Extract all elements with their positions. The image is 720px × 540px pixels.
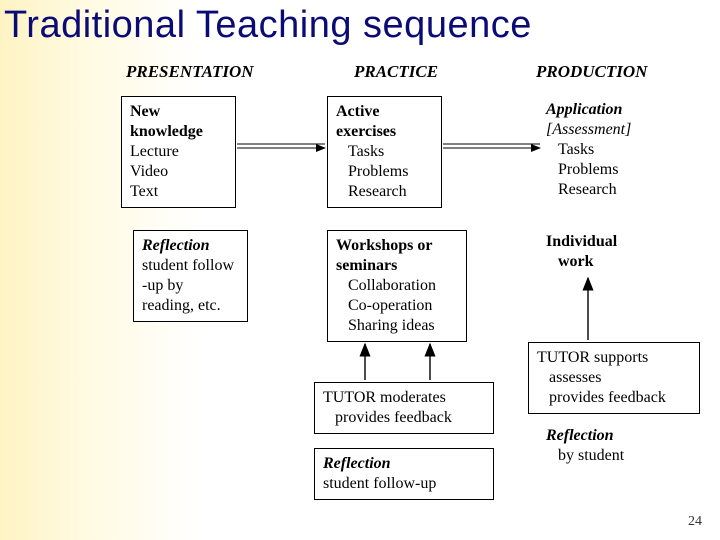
box-reflection-presentation: Reflection student follow -up by reading…	[133, 230, 248, 322]
ws-l2: seminars	[336, 257, 397, 274]
rpd-l1: by student	[546, 446, 624, 466]
nk-l5: Text	[130, 183, 158, 200]
box-tutor-moderates: TUTOR moderates provides feedback	[314, 382, 494, 434]
rpr-l1: student follow-up	[323, 475, 436, 492]
nk-l1: New	[130, 103, 160, 120]
col-header-production: PRODUCTION	[536, 62, 647, 82]
col-header-presentation: PRESENTATION	[126, 62, 254, 82]
box-workshops: Workshops or seminars Collaboration Co-o…	[327, 230, 467, 342]
box-tutor-supports: TUTOR supports assesses provides feedbac…	[528, 342, 700, 414]
ap-sub: [Assessment]	[546, 121, 631, 138]
ae-l2: exercises	[336, 123, 396, 140]
nk-l4: Video	[130, 163, 168, 180]
box-reflection-practice: Reflection student follow-up	[314, 448, 494, 500]
page-title: Traditional Teaching sequence	[4, 4, 532, 47]
ae-i3: Research	[336, 182, 433, 202]
ap-i1: Tasks	[546, 140, 631, 160]
ws-i1: Collaboration	[336, 276, 458, 296]
box-individual-work: Individual work	[546, 232, 617, 272]
nk-l3: Lecture	[130, 143, 179, 160]
rp-l1: student follow	[142, 257, 234, 274]
iw-l2: work	[546, 252, 617, 272]
box-reflection-production: Reflection by student	[546, 426, 624, 466]
ws-i2: Co-operation	[336, 296, 458, 316]
nk-l2: knowledge	[130, 123, 203, 140]
iw-l1: Individual	[546, 233, 617, 250]
ae-i2: Problems	[336, 162, 433, 182]
rp-l3: reading, etc.	[142, 297, 221, 314]
box-application: Application [Assessment] Tasks Problems …	[546, 100, 631, 200]
rpd-title: Reflection	[546, 427, 614, 444]
box-new-knowledge: New knowledge Lecture Video Text	[121, 96, 236, 208]
ap-i2: Problems	[546, 160, 631, 180]
rp-l2: -up by	[142, 277, 183, 294]
tm-l2: provides feedback	[323, 408, 485, 428]
page-number: 24	[688, 514, 702, 530]
ae-i1: Tasks	[336, 142, 433, 162]
ts-i1: assesses	[537, 368, 691, 388]
rpr-title: Reflection	[323, 455, 391, 472]
box-active-exercises: Active exercises Tasks Problems Research	[327, 96, 442, 208]
ae-l1: Active	[336, 103, 380, 120]
tm-l1: TUTOR moderates	[323, 389, 446, 406]
ap-i3: Research	[546, 180, 631, 200]
ws-l1: Workshops or	[336, 237, 432, 254]
ap-title: Application	[546, 101, 622, 118]
rp-title: Reflection	[142, 237, 210, 254]
col-header-practice: PRACTICE	[354, 62, 438, 82]
ws-i3: Sharing ideas	[336, 316, 458, 336]
ts-i2: provides feedback	[537, 388, 691, 408]
ts-l1: TUTOR supports	[537, 349, 648, 366]
